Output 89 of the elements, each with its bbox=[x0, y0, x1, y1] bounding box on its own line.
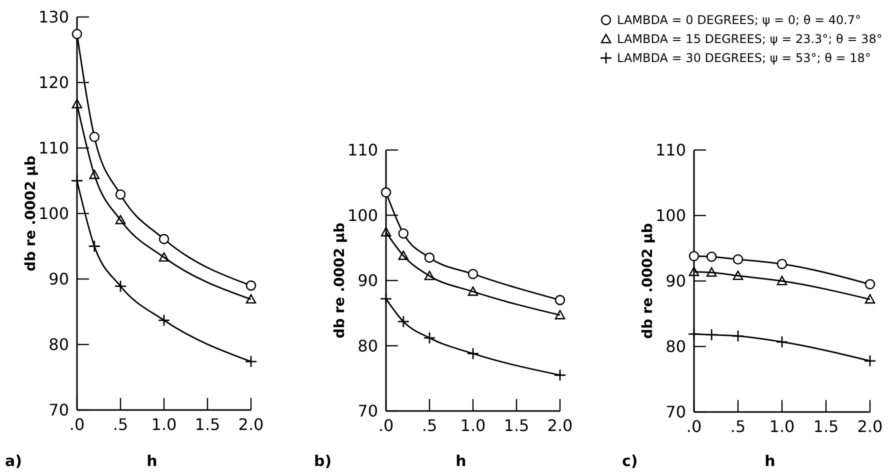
y-tick-label: 120 bbox=[38, 73, 69, 92]
x-tick-label: 1.5 bbox=[813, 417, 839, 436]
point bbox=[380, 187, 392, 198]
point bbox=[246, 294, 256, 304]
y-tick-label: 100 bbox=[38, 204, 69, 224]
y-tick-label: 130 bbox=[38, 8, 69, 27]
y-tick-label: 90 bbox=[666, 272, 686, 291]
x-axis-title: h bbox=[146, 452, 158, 470]
point bbox=[397, 315, 410, 328]
point bbox=[554, 368, 566, 382]
x-tick-label: 1.0 bbox=[460, 416, 486, 435]
y-tick-label: 110 bbox=[655, 140, 686, 160]
point bbox=[115, 189, 126, 200]
point bbox=[244, 355, 258, 368]
y-tick-label: 80 bbox=[48, 335, 69, 354]
point bbox=[864, 354, 876, 368]
x-tick-label: .0 bbox=[686, 417, 702, 436]
x-tick-label: 2.0 bbox=[238, 415, 264, 434]
point bbox=[688, 250, 700, 262]
point bbox=[468, 286, 478, 296]
y-tick-label: 70 bbox=[48, 400, 69, 420]
point bbox=[705, 328, 718, 341]
point bbox=[554, 310, 566, 320]
point bbox=[732, 254, 744, 265]
x-tick-label: .5 bbox=[730, 417, 746, 436]
y-tick-label: 100 bbox=[347, 206, 378, 225]
point bbox=[398, 228, 409, 239]
point bbox=[424, 270, 435, 280]
point bbox=[380, 292, 392, 305]
x-tick-label: 2.0 bbox=[857, 417, 883, 436]
point bbox=[88, 240, 101, 252]
point bbox=[468, 268, 478, 280]
point bbox=[246, 280, 256, 291]
point bbox=[864, 294, 876, 304]
point bbox=[424, 252, 435, 263]
point bbox=[114, 280, 127, 292]
point bbox=[380, 227, 392, 236]
point bbox=[158, 252, 170, 262]
legend-label: LAMBDA = 15 DEGREES; ψ = 23.3°; θ = 38° bbox=[617, 32, 882, 46]
point bbox=[70, 174, 84, 187]
x-tick-label: 1.0 bbox=[769, 417, 795, 436]
y-tick-label: 110 bbox=[38, 138, 69, 158]
y-axis-title: db re .0002 μb bbox=[332, 222, 348, 338]
y-tick-label: 90 bbox=[48, 270, 69, 289]
x-tick-label: 1.5 bbox=[194, 415, 220, 434]
text: c) bbox=[622, 452, 638, 470]
y-axis-title: db re .0002 μb bbox=[23, 156, 39, 272]
y-axis-title: db re .0002 μb bbox=[640, 223, 656, 339]
x-tick-label: .0 bbox=[69, 415, 85, 434]
y-tick-label: 90 bbox=[358, 271, 378, 290]
point bbox=[732, 270, 744, 280]
x-tick-label: .5 bbox=[422, 416, 438, 435]
point bbox=[776, 336, 788, 348]
y-tick-label: 70 bbox=[666, 402, 686, 422]
point bbox=[423, 332, 436, 344]
x-axis-title: h bbox=[456, 452, 466, 470]
x-axis-title: h bbox=[764, 452, 776, 470]
point bbox=[398, 250, 409, 260]
legend-label: LAMBDA = 0 DEGREES; ψ = 0; θ = 40.7° bbox=[617, 13, 862, 28]
x-tick-label: .5 bbox=[112, 415, 128, 434]
x-tick-label: 1.5 bbox=[504, 416, 530, 435]
point bbox=[688, 266, 700, 276]
x-tick-label: .0 bbox=[378, 416, 394, 435]
x-tick-label: 1.0 bbox=[151, 415, 177, 434]
point bbox=[776, 258, 788, 270]
point bbox=[732, 330, 744, 342]
point bbox=[706, 267, 717, 277]
point bbox=[72, 28, 82, 40]
text: b) bbox=[314, 452, 332, 470]
point bbox=[554, 294, 566, 306]
point bbox=[864, 279, 876, 290]
point bbox=[776, 276, 788, 286]
point bbox=[158, 314, 170, 326]
point bbox=[158, 234, 170, 244]
point bbox=[688, 328, 700, 340]
point bbox=[72, 98, 82, 108]
point bbox=[466, 347, 480, 360]
point bbox=[706, 252, 717, 262]
legend-label: LAMBDA = 30 DEGREES; ψ = 53°; θ = 18° bbox=[617, 51, 871, 66]
point bbox=[89, 170, 100, 180]
y-tick-label: 100 bbox=[655, 206, 686, 226]
y-tick-label: 80 bbox=[358, 336, 378, 356]
x-tick-label: 2.0 bbox=[547, 416, 573, 435]
y-tick-label: 70 bbox=[358, 402, 378, 421]
point bbox=[115, 214, 126, 224]
point bbox=[89, 132, 100, 142]
y-tick-label: 80 bbox=[666, 337, 686, 356]
text: a) bbox=[5, 452, 22, 470]
y-tick-label: 110 bbox=[347, 140, 378, 160]
